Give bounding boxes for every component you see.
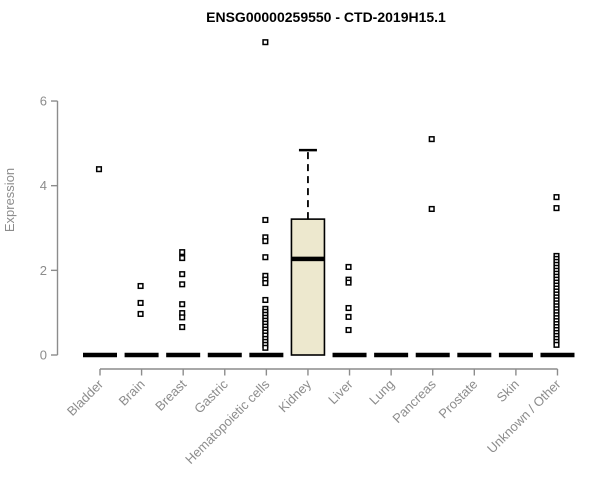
- outlier-point: [262, 254, 269, 261]
- y-axis-title: Expression: [2, 168, 17, 232]
- outlier-point: [262, 296, 269, 304]
- x-axis-label: Breast: [152, 376, 189, 413]
- outlier-point: [553, 205, 560, 212]
- zero-value-bar: [374, 352, 409, 358]
- outlier-point: [345, 279, 352, 286]
- outlier-point: [262, 344, 269, 351]
- outlier-point: [262, 39, 269, 46]
- outlier-point: [179, 281, 186, 288]
- x-axis-label: Lung: [366, 377, 397, 408]
- y-tick-label: 2: [40, 263, 47, 278]
- y-tick-label: 6: [40, 94, 47, 109]
- x-axis-label: Prostate: [436, 377, 481, 422]
- x-axis-label: Kidney: [275, 376, 314, 415]
- zero-value-bar: [457, 352, 492, 358]
- x-axis-label: Unknown / Other: [484, 376, 564, 456]
- x-axis-label: Bladder: [64, 376, 107, 419]
- zero-value-bar: [540, 352, 575, 358]
- outlier-point: [262, 216, 269, 224]
- zero-value-bar: [83, 352, 117, 358]
- zero-value-bar: [207, 352, 242, 358]
- y-tick-label: 0: [40, 348, 47, 363]
- outlier-point: [179, 255, 186, 262]
- outlier-point: [95, 166, 103, 173]
- outlier-point: [179, 271, 186, 278]
- outlier-point: [553, 194, 560, 201]
- outlier-point: [345, 304, 352, 312]
- outlier-point: [137, 310, 144, 317]
- boxplot-median: [291, 256, 325, 262]
- y-tick-label: 4: [40, 178, 47, 193]
- outlier-point: [179, 249, 186, 256]
- x-axis-label: Pancreas: [389, 376, 439, 426]
- boxplot-box: [290, 218, 326, 356]
- outlier-point: [262, 238, 269, 245]
- zero-value-bar: [166, 352, 201, 358]
- outlier-point: [345, 313, 352, 320]
- outlier-point: [428, 205, 435, 213]
- x-axis-label: Gastric: [191, 376, 231, 416]
- x-axis-label: Brain: [116, 377, 148, 409]
- outlier-point: [179, 324, 186, 331]
- chart-title: ENSG00000259550 - CTD-2019H15.1: [206, 9, 446, 25]
- zero-value-bar: [124, 352, 159, 358]
- outlier-point: [179, 314, 186, 321]
- zero-value-bar: [332, 352, 367, 358]
- outlier-point: [345, 263, 352, 271]
- outlier-point: [137, 282, 144, 290]
- x-axis-label: Liver: [325, 376, 356, 407]
- outlier-point: [345, 326, 352, 334]
- outlier-point: [553, 341, 560, 348]
- zero-value-bar: [249, 352, 284, 358]
- zero-value-bar: [498, 352, 533, 358]
- outlier-point: [137, 299, 144, 306]
- outlier-point: [262, 279, 269, 287]
- zero-value-bar: [415, 352, 450, 358]
- outlier-point: [428, 136, 435, 143]
- x-axis-label: Skin: [494, 377, 522, 405]
- outlier-point: [179, 301, 186, 308]
